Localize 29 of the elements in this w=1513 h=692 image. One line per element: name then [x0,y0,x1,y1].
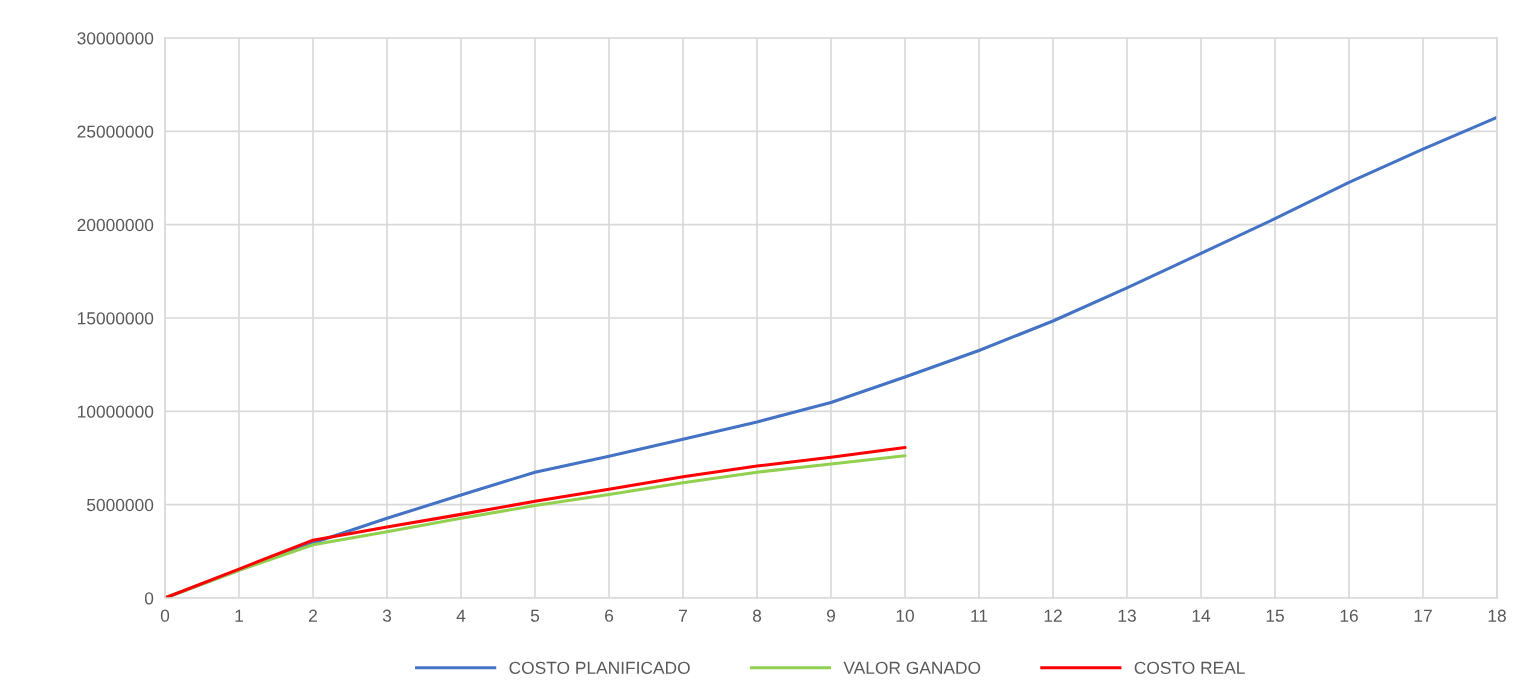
x-tick-label: 10 [896,609,914,622]
legend-label: VALOR GANADO [843,661,981,674]
x-tick-label: 4 [456,609,466,622]
x-tick-label: 12 [1044,609,1062,622]
x-tick-label: 16 [1340,609,1358,622]
x-tick-label: 15 [1266,609,1284,622]
y-tick-label: 20000000 [77,218,154,232]
legend-label: COSTO REAL [1134,661,1245,674]
x-tick-label: 13 [1118,609,1136,622]
x-tick-label: 18 [1488,609,1506,622]
x-tick-label: 14 [1192,609,1211,622]
x-tick-label: 11 [971,609,988,622]
y-tick-label: 5000000 [87,498,154,512]
x-tick-label: 3 [382,609,392,622]
x-tick-label: 7 [679,609,687,622]
legend-label: COSTO PLANIFICADO [509,661,690,674]
x-tick-label: 6 [605,609,614,622]
x-tick-label: 5 [530,609,540,622]
y-tick-label: 10000000 [77,405,154,418]
y-tick-label: 0 [144,592,154,605]
x-tick-label: 9 [826,609,836,622]
y-tick-label: 30000000 [77,32,154,45]
x-tick-label: 0 [160,609,170,622]
y-tick-label: 15000000 [77,312,154,325]
x-tick-label: 2 [309,609,317,622]
y-tick-label: 25000000 [77,125,154,138]
x-tick-label: 17 [1414,609,1432,622]
x-tick-label: 1 [235,609,243,622]
x-tick-label: 8 [752,609,762,622]
